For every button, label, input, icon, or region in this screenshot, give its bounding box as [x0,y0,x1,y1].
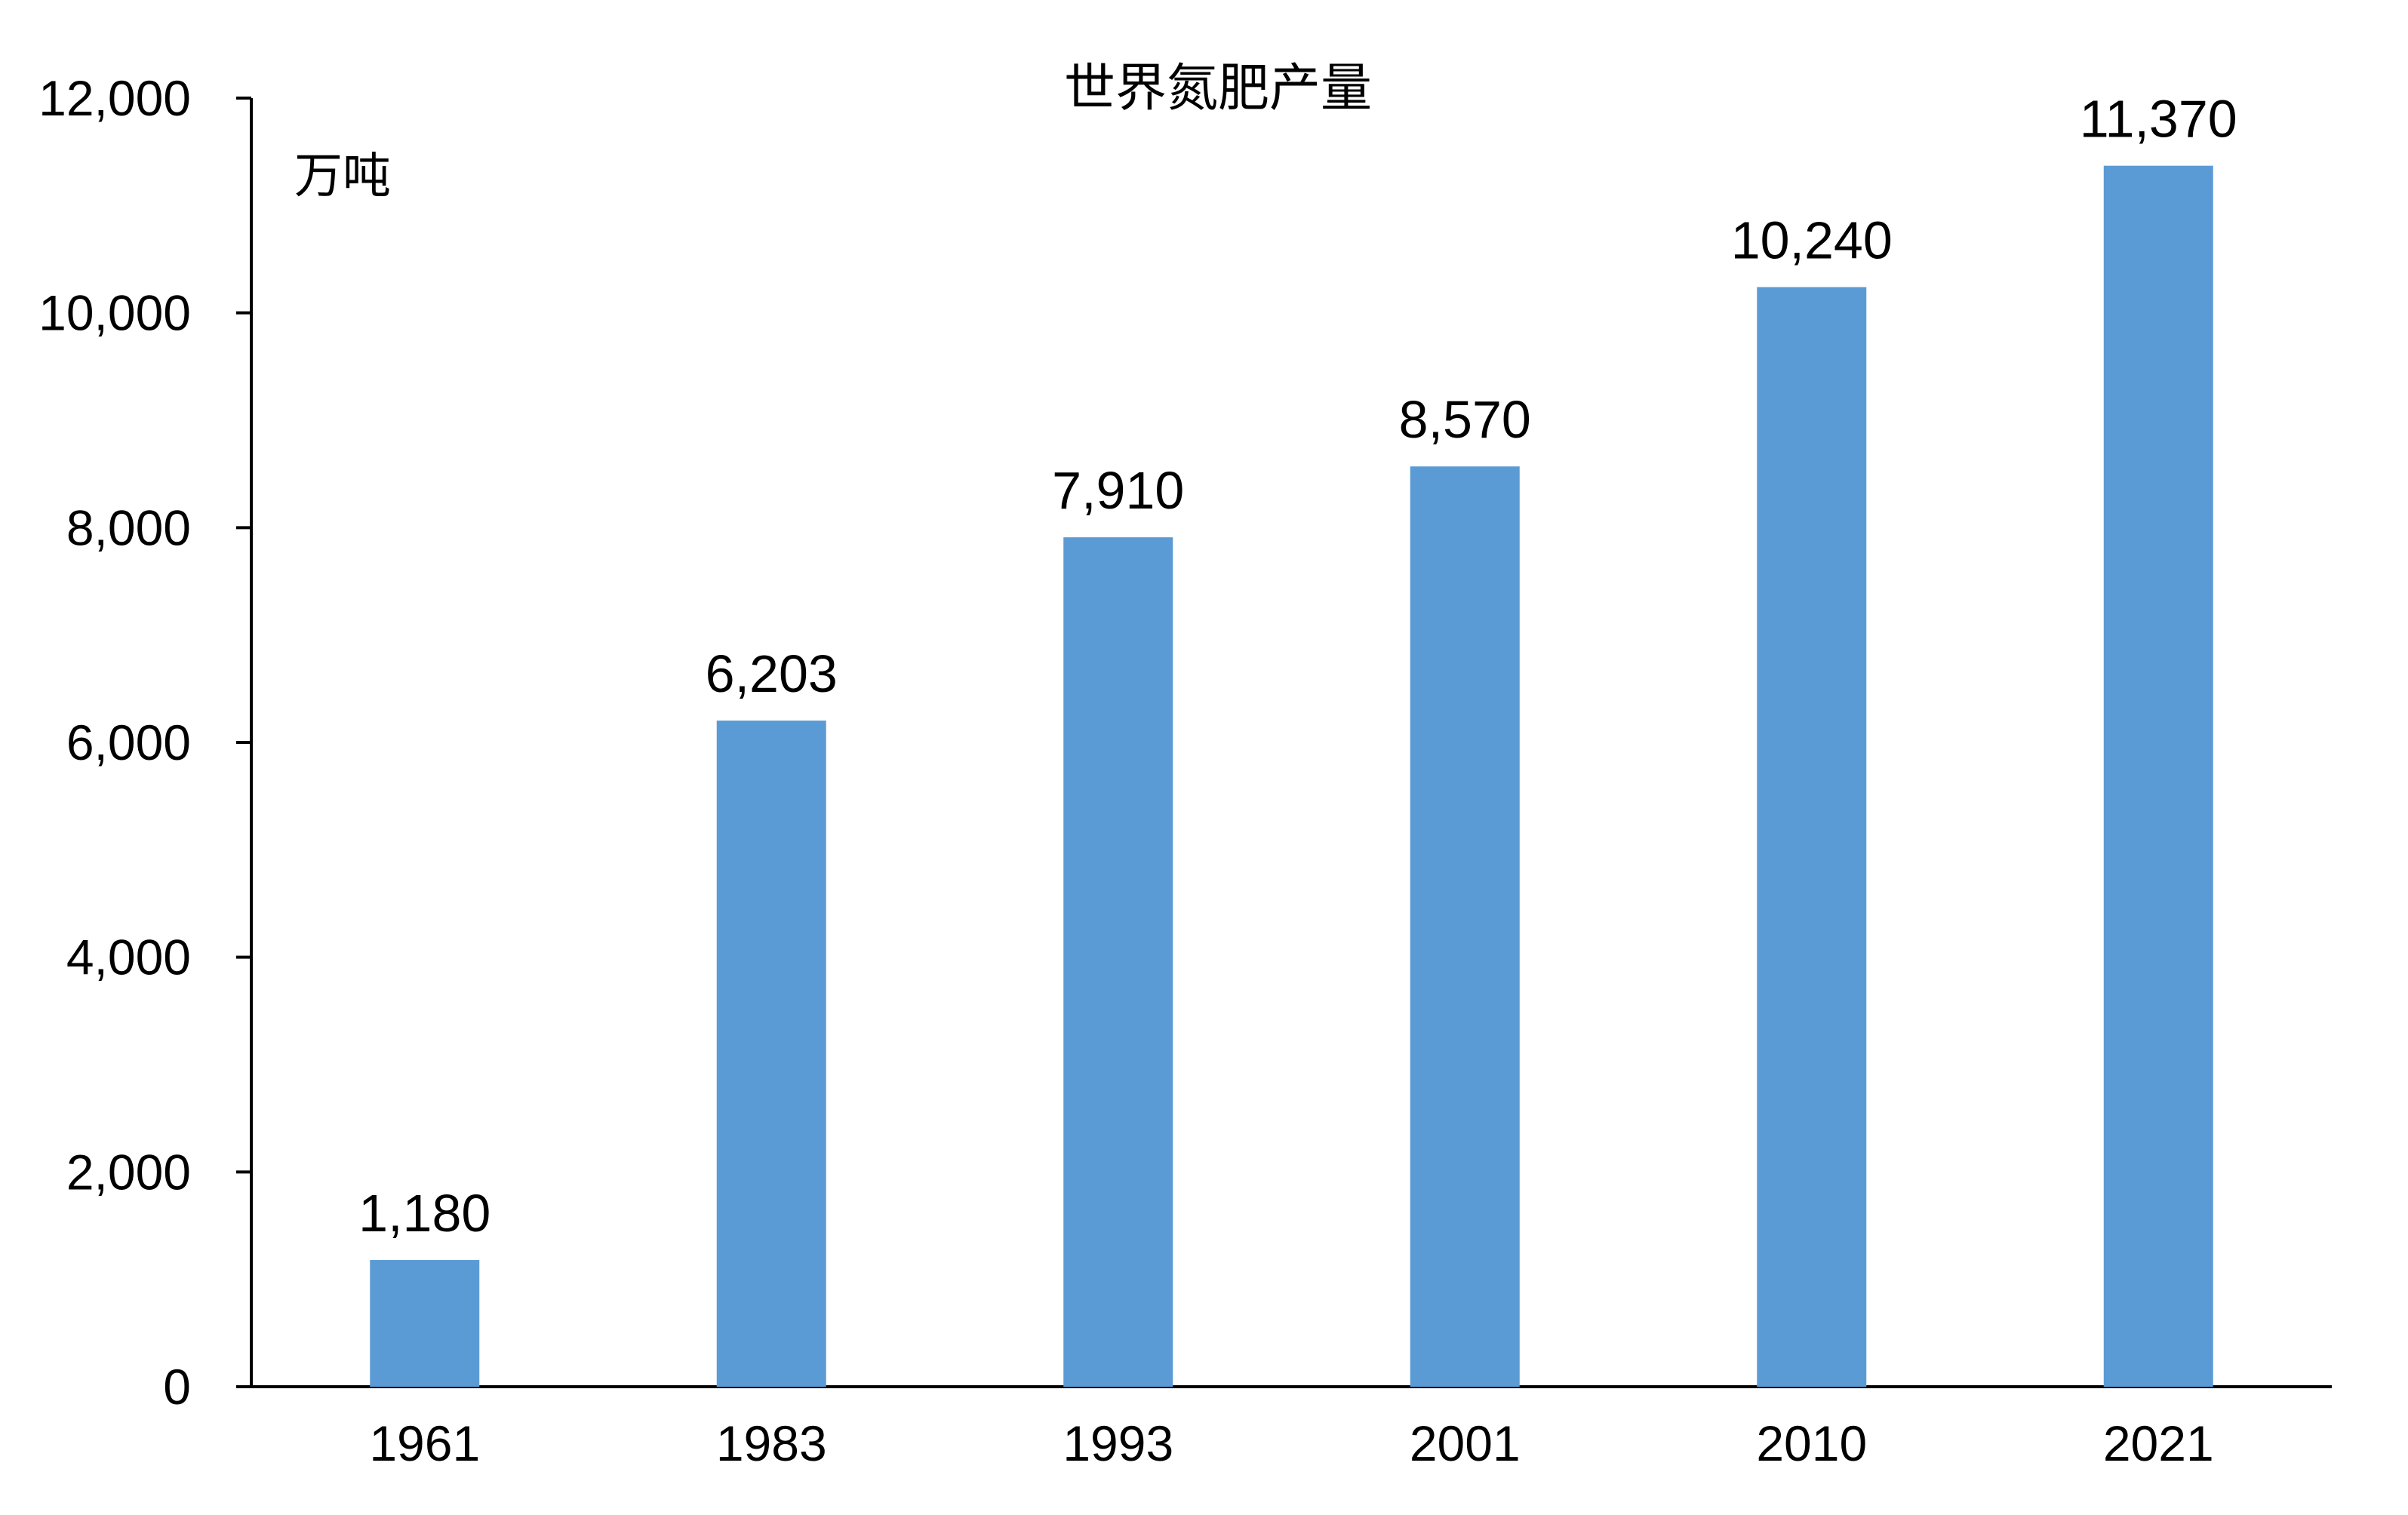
data-labels: 1,180 6,203 7,910 8,570 10,240 11,370 [358,90,2237,1243]
data-label-2021: 11,370 [2080,90,2237,149]
bar-1993 [1063,537,1173,1387]
x-axis: 1961 1983 1993 2001 2010 2021 [251,1385,2332,1471]
bar-1961 [370,1260,480,1387]
y-axis: 0 2,000 4,000 6,000 8,000 10,000 12,000 [38,70,253,1415]
data-label-1993: 7,910 [1052,461,1184,520]
chart-title: 世界氮肥产量 [1064,59,1372,118]
y-tick-label: 6,000 [66,714,191,770]
bars [370,165,2213,1387]
y-tick-label: 0 [163,1359,191,1415]
x-tick-label: 1983 [716,1415,827,1471]
y-tick-label: 10,000 [38,285,191,341]
x-tick-label: 2001 [1410,1415,1521,1471]
bar-2001 [1410,466,1520,1387]
bar-1983 [716,721,826,1387]
x-tick-label: 2021 [2103,1415,2214,1471]
y-tick-label: 12,000 [38,70,191,126]
bar-2010 [1757,287,1867,1387]
y-tick-label: 2,000 [66,1144,191,1200]
y-unit-label: 万吨 [294,149,391,204]
x-tick-label: 1961 [369,1415,480,1471]
data-label-1961: 1,180 [358,1184,491,1243]
data-label-2001: 8,570 [1399,390,1531,449]
x-tick-label: 2010 [1756,1415,1867,1471]
y-tick-label: 4,000 [66,930,191,985]
data-label-2010: 10,240 [1731,211,1893,270]
bar-2021 [2103,165,2213,1387]
data-label-1983: 6,203 [706,644,838,703]
x-tick-label: 1993 [1063,1415,1173,1471]
y-tick-label: 8,000 [66,499,191,555]
